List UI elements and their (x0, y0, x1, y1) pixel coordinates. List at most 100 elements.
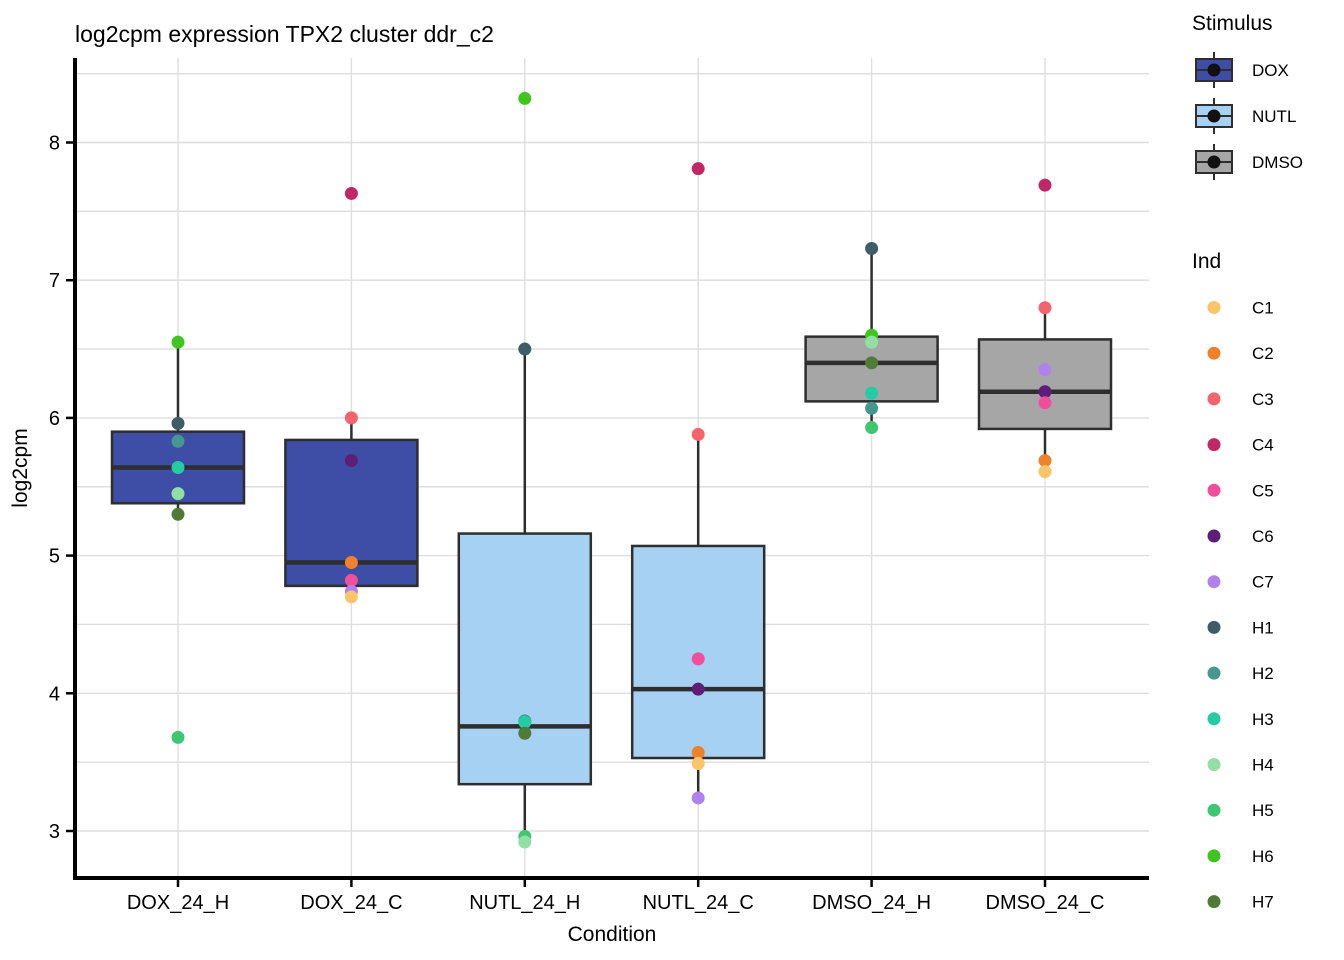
C4-dot-icon (1207, 438, 1221, 452)
jitter-point-H7 (865, 356, 879, 370)
y-tick-label: 6 (49, 408, 60, 430)
jitter-point-C5 (1038, 396, 1052, 410)
legend-ind-item-C5: C5 (1207, 481, 1274, 500)
legend-panel: DOX NUTL DMSO C1 C2 C3 C4 C5 C6 C7 H1 H2 H3 H4 H5 H6 H7 (1195, 52, 1303, 912)
legend-ind-item-H4: H4 (1207, 756, 1274, 775)
jitter-point-C1 (691, 757, 705, 771)
jitter-point-H6 (518, 91, 532, 105)
jitter-point-H2 (171, 434, 185, 448)
legend-stimulus-label: DMSO (1252, 153, 1303, 172)
jitter-point-C2 (1038, 454, 1052, 468)
jitter-point-C2 (344, 555, 358, 569)
boxplot-group-DOX_24_C (284, 186, 419, 604)
jitter-point-H4 (865, 335, 879, 349)
jitter-point-H3 (171, 460, 185, 474)
x-tick-label: DMSO_24_C (986, 892, 1105, 914)
legend-ind-label: H3 (1252, 710, 1274, 729)
H4-dot-icon (1207, 758, 1221, 771)
jitter-point-C6 (344, 454, 358, 468)
x-tick-label: NUTL_24_H (469, 892, 580, 914)
legend-stimulus-label: NUTL (1252, 107, 1296, 126)
legend-ind-item-H7: H7 (1207, 893, 1274, 912)
x-tick-label: NUTL_24_C (643, 892, 754, 914)
legend-ind-label: C6 (1252, 527, 1274, 546)
jitter-point-C2 (691, 746, 705, 760)
jitter-point-H5 (171, 730, 185, 744)
legend-ind-item-H5: H5 (1207, 801, 1274, 820)
jitter-point-H7 (518, 726, 532, 740)
legend-ind-label: C5 (1252, 481, 1274, 500)
legend-ind-item-C2: C2 (1207, 344, 1274, 363)
H1-dot-icon (1207, 620, 1221, 634)
C2-dot-icon (1207, 346, 1221, 360)
jitter-point-H5 (865, 421, 879, 435)
boxplot-group-DMSO_24_H (804, 242, 939, 435)
jitter-point-C1 (1038, 465, 1052, 479)
legend-ind-label: H5 (1252, 801, 1274, 820)
jitter-point-C6 (691, 682, 705, 696)
y-axis-title: log2cpm (9, 428, 32, 507)
y-tick-label: 8 (49, 133, 60, 155)
H2-dot-icon (1207, 666, 1221, 680)
H3-dot-icon (1207, 712, 1221, 726)
legend-stimulus-title: Stimulus (1192, 12, 1273, 35)
legend-ind-label: H7 (1252, 893, 1274, 912)
y-tick-label: 5 (49, 546, 60, 568)
legend-stimulus-item-DMSO: DMSO (1195, 144, 1303, 180)
boxplot-group-DOX_24_H (110, 335, 246, 744)
legend-ind-item-H1: H1 (1207, 618, 1274, 637)
H5-dot-icon (1207, 803, 1221, 817)
legend-ind-label: C1 (1252, 299, 1274, 318)
legend-key-dot (1207, 155, 1221, 169)
legend-ind-item-C4: C4 (1207, 436, 1274, 455)
legend-ind-item-C3: C3 (1207, 390, 1274, 409)
jitter-point-C4 (344, 186, 358, 200)
jitter-point-C3 (1038, 301, 1052, 315)
jitter-point-H4 (518, 835, 532, 849)
legend-ind-title: Ind (1192, 250, 1221, 273)
C5-dot-icon (1207, 483, 1221, 497)
legend-ind-item-C7: C7 (1207, 573, 1274, 592)
jitter-point-H1 (171, 416, 185, 430)
jitter-point-H1 (518, 342, 532, 356)
chart-title: log2cpm expression TPX2 cluster ddr_c2 (75, 21, 494, 47)
x-tick-label: DMSO_24_H (812, 892, 931, 914)
legend-ind-label: C7 (1252, 573, 1274, 592)
jitter-point-C4 (691, 162, 705, 176)
legend-ind-label: H2 (1252, 664, 1274, 683)
jitter-point-C5 (344, 573, 358, 587)
legend-stimulus-item-NUTL: NUTL (1195, 98, 1296, 134)
C7-dot-icon (1207, 575, 1221, 589)
jitter-point-C4 (1038, 178, 1052, 192)
x-tick-label: DOX_24_C (300, 892, 402, 914)
legend-ind-label: C2 (1252, 344, 1274, 363)
x-tick-label: DOX_24_H (127, 892, 229, 914)
legend-stimulus-item-DOX: DOX (1195, 52, 1289, 88)
y-tick-label: 4 (49, 683, 60, 705)
legend-ind-item-C6: C6 (1207, 527, 1274, 546)
legend-ind-label: C3 (1252, 390, 1274, 409)
legend-ind-label: H6 (1252, 847, 1274, 866)
y-tick-label: 3 (49, 821, 60, 843)
box-rect (630, 544, 766, 760)
jitter-point-C7 (1038, 363, 1052, 377)
legend-key-dot (1207, 63, 1221, 77)
box-rect (977, 338, 1113, 431)
legend-ind-label: H4 (1252, 756, 1274, 775)
C1-dot-icon (1207, 301, 1221, 314)
H6-dot-icon (1207, 849, 1221, 863)
jitter-point-C5 (691, 652, 705, 666)
jitter-point-C7 (691, 791, 705, 805)
legend-ind-item-C1: C1 (1207, 299, 1274, 318)
C3-dot-icon (1207, 392, 1221, 406)
legend-ind-item-H2: H2 (1207, 664, 1274, 683)
jitter-point-C3 (344, 411, 358, 425)
legend-ind-label: C4 (1252, 436, 1274, 455)
jitter-point-H3 (518, 715, 532, 729)
jitter-point-H2 (865, 401, 879, 415)
boxplot-group-NUTL_24_H (457, 91, 593, 849)
legend-ind-item-H6: H6 (1207, 847, 1274, 866)
jitter-point-C1 (344, 590, 358, 604)
